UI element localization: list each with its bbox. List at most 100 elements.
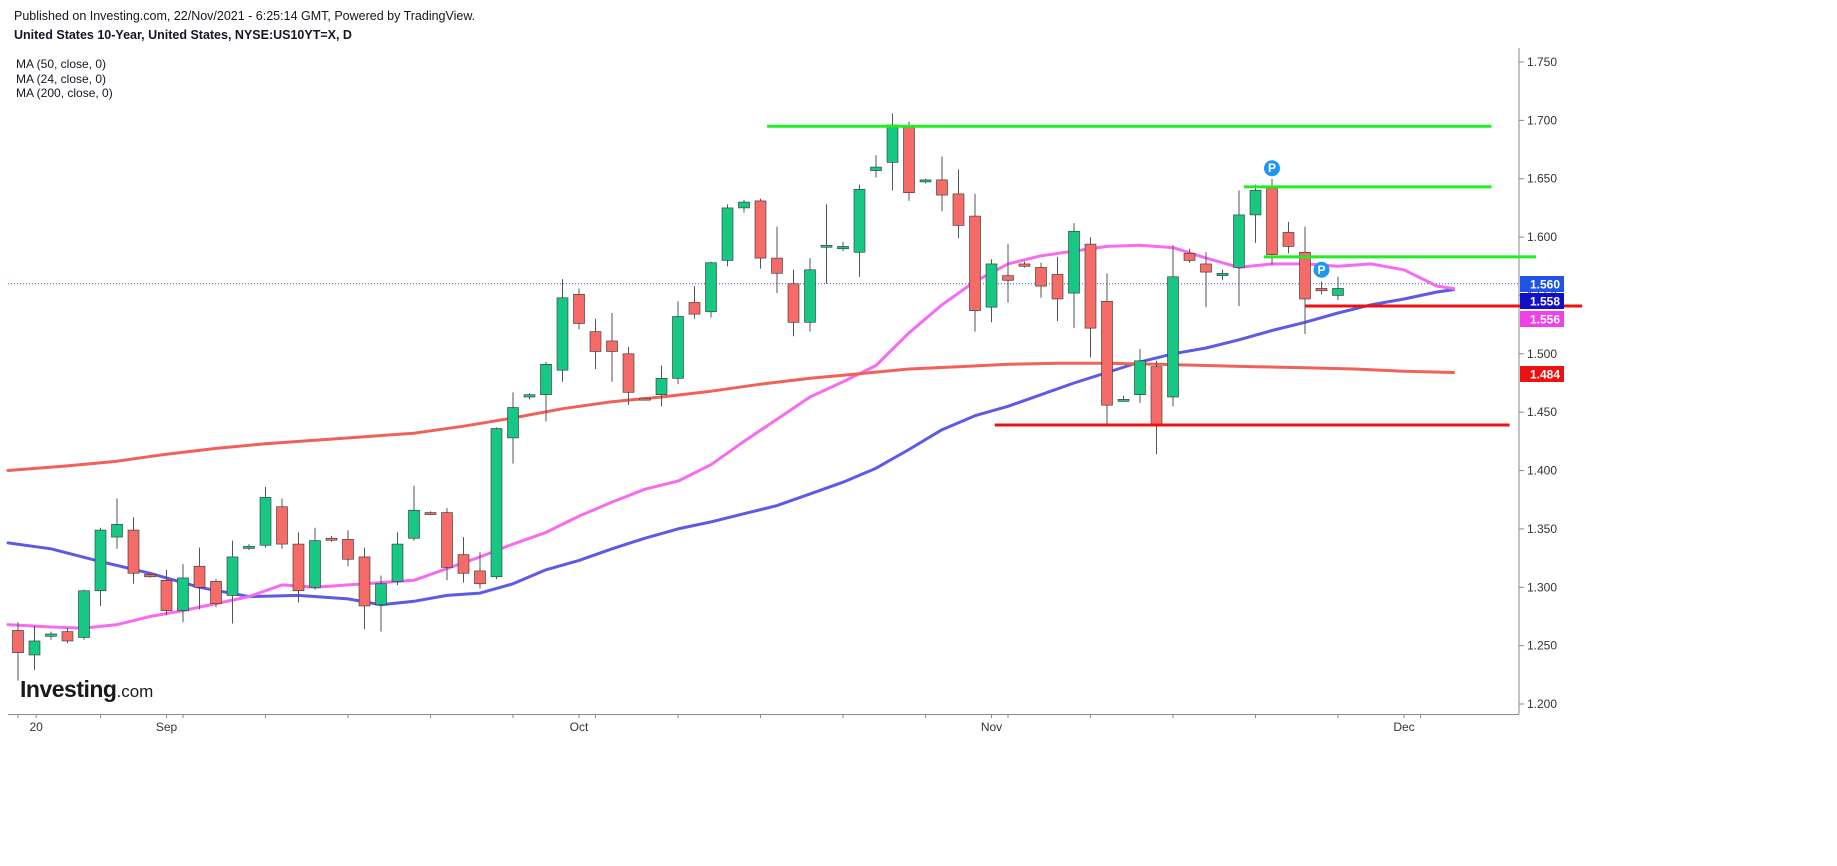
- candle-up: [226, 540, 239, 624]
- pivot-marker: P: [1313, 261, 1330, 278]
- candle-body: [1150, 366, 1163, 426]
- candle-body: [94, 529, 107, 592]
- candle-down: [969, 193, 981, 332]
- candle-down: [787, 269, 800, 337]
- candle-down: [61, 628, 74, 644]
- candle-down: [160, 569, 173, 616]
- candle-down: [639, 397, 651, 401]
- candle-up: [1216, 269, 1229, 281]
- candle-up: [705, 261, 717, 318]
- price-badge-bg: [1520, 293, 1564, 309]
- candle-body: [1299, 251, 1311, 300]
- candle-down: [1183, 248, 1196, 263]
- candle-down: [1282, 221, 1295, 254]
- candle-down: [342, 530, 354, 567]
- candle-body: [12, 630, 24, 653]
- candle-body: [1282, 232, 1295, 247]
- candle-up: [78, 589, 90, 640]
- candle-body: [210, 581, 222, 604]
- logo-main: Investing: [20, 676, 117, 702]
- candle-body: [111, 523, 123, 538]
- indicator-legend: MA (50, close, 0) MA (24, close, 0) MA (…: [16, 57, 113, 101]
- candle-body: [61, 631, 74, 642]
- candle-down: [903, 121, 915, 201]
- candle-body: [177, 577, 189, 611]
- price-badge-label: 1.484: [1530, 368, 1560, 382]
- candle-down: [1084, 237, 1097, 358]
- ma24-line: [6, 243, 1455, 630]
- candle-body: [342, 539, 354, 560]
- candle-body: [1315, 288, 1328, 292]
- candle-down: [573, 288, 585, 330]
- legend-ma50[interactable]: MA (50, close, 0): [16, 57, 107, 71]
- y-tick-label: 1.200: [1527, 697, 1557, 711]
- candle-body: [1117, 399, 1130, 402]
- y-tick-label: 1.700: [1527, 113, 1557, 127]
- moving-averages: [6, 243, 1455, 630]
- x-tick-label: Nov: [981, 720, 1002, 734]
- legend-ma200[interactable]: MA (200, close, 0): [16, 86, 113, 100]
- candle-up: [45, 631, 57, 640]
- ma200-line: [6, 361, 1455, 472]
- logo-suffix: .com: [116, 682, 154, 701]
- candle-body: [1249, 190, 1262, 216]
- candle-down: [952, 169, 965, 239]
- candle-body: [474, 570, 486, 585]
- candle-body: [193, 565, 206, 588]
- pivot-marker: P: [1264, 160, 1280, 177]
- candle-body: [45, 633, 57, 637]
- y-tick-label: 1.750: [1527, 55, 1557, 69]
- candle-down: [1035, 262, 1047, 298]
- candle-down: [210, 579, 222, 608]
- candle-down: [292, 532, 305, 603]
- candle-up: [309, 527, 321, 590]
- candle-down: [12, 622, 24, 681]
- y-tick-label: 1.450: [1527, 405, 1557, 419]
- y-tick-label: 1.600: [1527, 230, 1557, 244]
- candle-down: [1002, 244, 1014, 303]
- candlesticks: [12, 113, 1344, 681]
- candle-up: [837, 241, 849, 252]
- candle-body: [276, 506, 288, 545]
- candle-up: [177, 563, 189, 623]
- candle-body: [1200, 263, 1212, 273]
- candle-down: [424, 511, 437, 515]
- candle-body: [837, 246, 849, 250]
- investing-logo: Investing.com: [20, 676, 153, 703]
- candle-body: [952, 193, 965, 226]
- candle-body: [936, 179, 948, 196]
- candle-up: [375, 575, 387, 632]
- candle-body: [490, 428, 503, 578]
- legend-ma24[interactable]: MA (24, close, 0): [16, 71, 107, 86]
- candle-body: [556, 297, 569, 371]
- candle-down: [144, 574, 156, 578]
- candle-body: [127, 529, 140, 574]
- pivot-badge-label: P: [1317, 263, 1325, 277]
- x-tick-label: Dec: [1393, 720, 1414, 734]
- candle-body: [1018, 263, 1031, 267]
- candle-down: [622, 346, 635, 406]
- candle-body: [721, 207, 734, 261]
- candle-up: [1068, 223, 1080, 329]
- candle-body: [688, 302, 701, 315]
- candle-body: [309, 540, 321, 588]
- candle-up: [804, 258, 816, 332]
- price-badge-label: 1.558: [1530, 295, 1560, 309]
- candle-down: [1101, 273, 1113, 427]
- candle-body: [1101, 300, 1113, 406]
- price-badge-bg: [1520, 366, 1564, 382]
- candle-up: [94, 527, 107, 606]
- candle-up: [820, 204, 833, 284]
- candle-body: [1216, 272, 1229, 276]
- candle-down: [1018, 261, 1031, 268]
- candle-body: [985, 263, 998, 308]
- candle-down: [1200, 252, 1212, 308]
- candle-body: [507, 407, 519, 439]
- candle-up: [1233, 190, 1245, 306]
- candle-body: [523, 394, 536, 398]
- candle-body: [886, 124, 899, 163]
- candle-body: [144, 574, 156, 578]
- pivot-badge-label: P: [1268, 161, 1276, 175]
- candle-body: [292, 543, 305, 592]
